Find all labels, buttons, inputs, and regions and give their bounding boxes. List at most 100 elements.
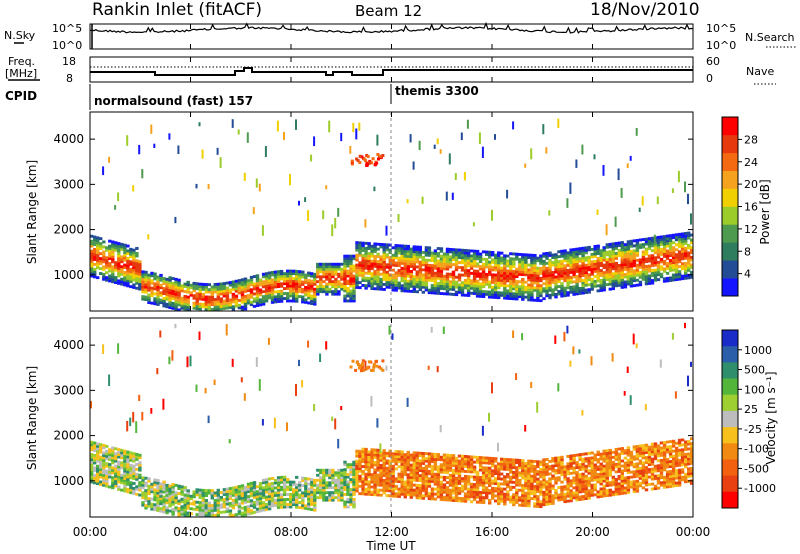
power-cell	[548, 276, 552, 280]
power-cell	[370, 262, 374, 266]
vel-cell	[533, 494, 537, 498]
power-cell	[111, 275, 115, 279]
power-cell	[99, 257, 103, 260]
power-cell	[111, 280, 115, 284]
power-cell	[593, 250, 597, 253]
vel-cell	[367, 463, 371, 466]
vel-cell	[478, 498, 483, 502]
vel-cell	[108, 453, 112, 456]
vel-cell	[240, 496, 245, 500]
vel-cell	[397, 477, 401, 481]
power-cell	[162, 282, 166, 285]
power-cell	[451, 270, 456, 274]
power-cell	[346, 299, 350, 303]
vel-cell	[488, 412, 490, 422]
power-cell	[219, 304, 223, 308]
vel-cell	[403, 493, 407, 496]
power-cell	[448, 257, 453, 261]
vel-cell	[506, 460, 510, 464]
vel-cell	[141, 483, 145, 487]
power-cell	[123, 278, 127, 282]
vel-cell	[370, 448, 374, 452]
vel-cell	[337, 481, 341, 485]
vel-cell	[358, 492, 362, 496]
vel-cell	[370, 465, 374, 469]
power-cell	[138, 275, 142, 279]
power-cell	[463, 259, 468, 262]
vel-cell	[451, 464, 456, 467]
power-cell	[400, 271, 404, 275]
power-cell	[310, 154, 313, 162]
power-cell	[421, 273, 425, 277]
power-cell	[684, 274, 688, 278]
power-cell	[472, 269, 477, 273]
power-cell	[536, 271, 540, 275]
vel-cell	[276, 481, 281, 485]
vel-cell	[358, 464, 362, 468]
power-cell	[671, 236, 676, 240]
power-cell	[662, 240, 667, 243]
power-cell	[596, 247, 600, 250]
power-cell	[557, 118, 560, 128]
power-cell	[557, 262, 561, 266]
power-cell	[114, 276, 118, 279]
power-cell	[584, 288, 588, 292]
vel-cell	[180, 492, 184, 496]
power-cell	[539, 266, 543, 270]
power-cell	[436, 267, 441, 270]
power-cell	[690, 246, 694, 249]
power-cell	[415, 282, 419, 286]
power-cell	[361, 249, 365, 252]
vel-cell	[123, 467, 127, 471]
power-cell	[506, 294, 510, 298]
power-cell	[533, 286, 537, 290]
vel-cell	[295, 498, 299, 502]
power-cell	[620, 273, 624, 277]
vel-cell	[289, 498, 293, 501]
power-cell	[539, 294, 543, 298]
power-cell	[605, 278, 609, 281]
vel-cell	[298, 496, 302, 499]
power-cell	[659, 257, 664, 261]
vel-cell	[512, 493, 516, 497]
power-cell	[575, 280, 579, 283]
vel-cell	[156, 496, 160, 500]
power-cell	[156, 280, 160, 284]
vel-cell	[506, 475, 510, 479]
vel-cell	[99, 448, 103, 452]
vel-cell	[135, 492, 139, 496]
vel-cell	[491, 457, 495, 460]
power-cell	[385, 243, 389, 247]
power-cell	[445, 267, 450, 271]
vel-cell	[355, 489, 359, 493]
vel-cell	[469, 465, 474, 469]
power-cell	[379, 265, 383, 269]
power-cell	[168, 278, 172, 282]
power-cell	[264, 294, 269, 298]
vel-cell	[159, 484, 163, 488]
vel-cell	[418, 479, 422, 483]
power-cell	[509, 252, 513, 256]
power-cell	[258, 281, 263, 284]
vel-cell	[111, 456, 115, 460]
power-cell	[255, 289, 260, 293]
power-cell	[647, 277, 652, 280]
vel-cell	[524, 499, 528, 503]
power-cell	[177, 303, 181, 307]
power-colorbar-tick: 8	[744, 245, 751, 258]
power-cell	[506, 279, 510, 283]
power-cell	[141, 290, 145, 294]
vel-cell	[536, 482, 540, 486]
vel-cell	[270, 494, 275, 498]
vel-cell	[355, 454, 359, 458]
power-cell	[355, 253, 359, 257]
power-cell	[168, 276, 172, 280]
power-cell	[500, 279, 504, 282]
power-cell	[210, 303, 214, 306]
power-cell	[213, 285, 217, 289]
vel-cell	[246, 500, 251, 503]
power-cell	[472, 289, 477, 293]
vel-cell	[195, 500, 199, 504]
power-cell	[602, 266, 606, 269]
